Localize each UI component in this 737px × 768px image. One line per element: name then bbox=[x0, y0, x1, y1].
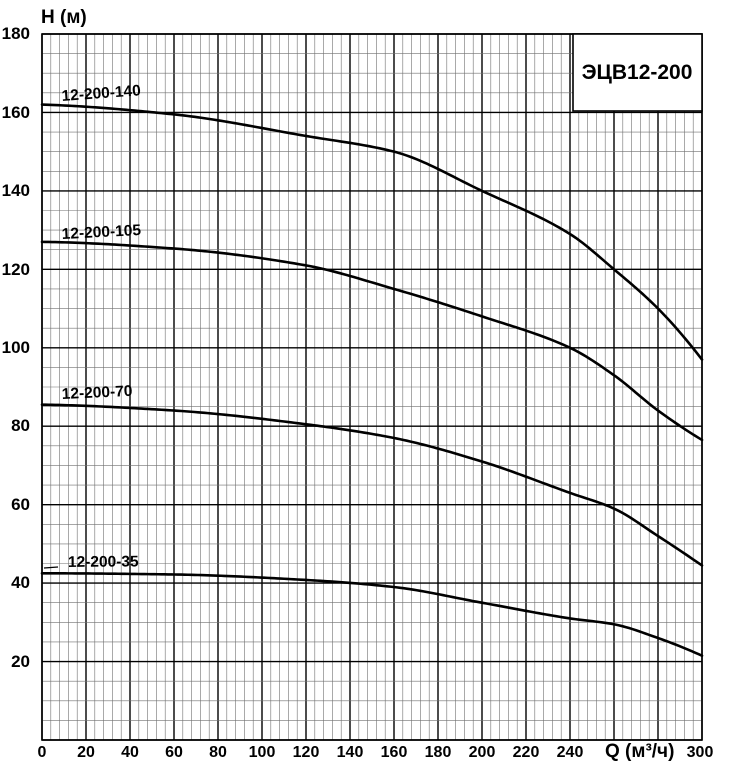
svg-text:ЭЦВ12-200: ЭЦВ12-200 bbox=[582, 61, 693, 84]
svg-text:0: 0 bbox=[38, 744, 47, 761]
svg-text:12-200-35: 12-200-35 bbox=[68, 553, 139, 571]
svg-text:140: 140 bbox=[2, 181, 30, 200]
svg-text:160: 160 bbox=[381, 744, 408, 761]
svg-text:240: 240 bbox=[557, 744, 584, 761]
svg-text:12-200-70: 12-200-70 bbox=[61, 383, 132, 403]
svg-text:20: 20 bbox=[11, 652, 30, 671]
svg-text:40: 40 bbox=[11, 573, 30, 592]
svg-text:Q (м³/ч): Q (м³/ч) bbox=[605, 741, 674, 762]
svg-text:60: 60 bbox=[165, 744, 183, 761]
svg-text:180: 180 bbox=[425, 744, 452, 761]
svg-text:20: 20 bbox=[77, 744, 95, 761]
svg-text:40: 40 bbox=[121, 744, 139, 761]
svg-text:80: 80 bbox=[209, 744, 227, 761]
svg-text:180: 180 bbox=[2, 24, 30, 43]
svg-text:120: 120 bbox=[293, 744, 320, 761]
svg-text:160: 160 bbox=[2, 103, 30, 122]
svg-text:140: 140 bbox=[337, 744, 364, 761]
svg-text:220: 220 bbox=[513, 744, 540, 761]
svg-text:200: 200 bbox=[469, 744, 496, 761]
svg-text:100: 100 bbox=[249, 744, 276, 761]
svg-text:60: 60 bbox=[11, 495, 30, 514]
svg-text:80: 80 bbox=[11, 416, 30, 435]
svg-text:300: 300 bbox=[687, 744, 714, 761]
svg-text:100: 100 bbox=[2, 338, 30, 357]
svg-text:H (м): H (м) bbox=[41, 7, 87, 28]
svg-text:120: 120 bbox=[2, 260, 30, 279]
